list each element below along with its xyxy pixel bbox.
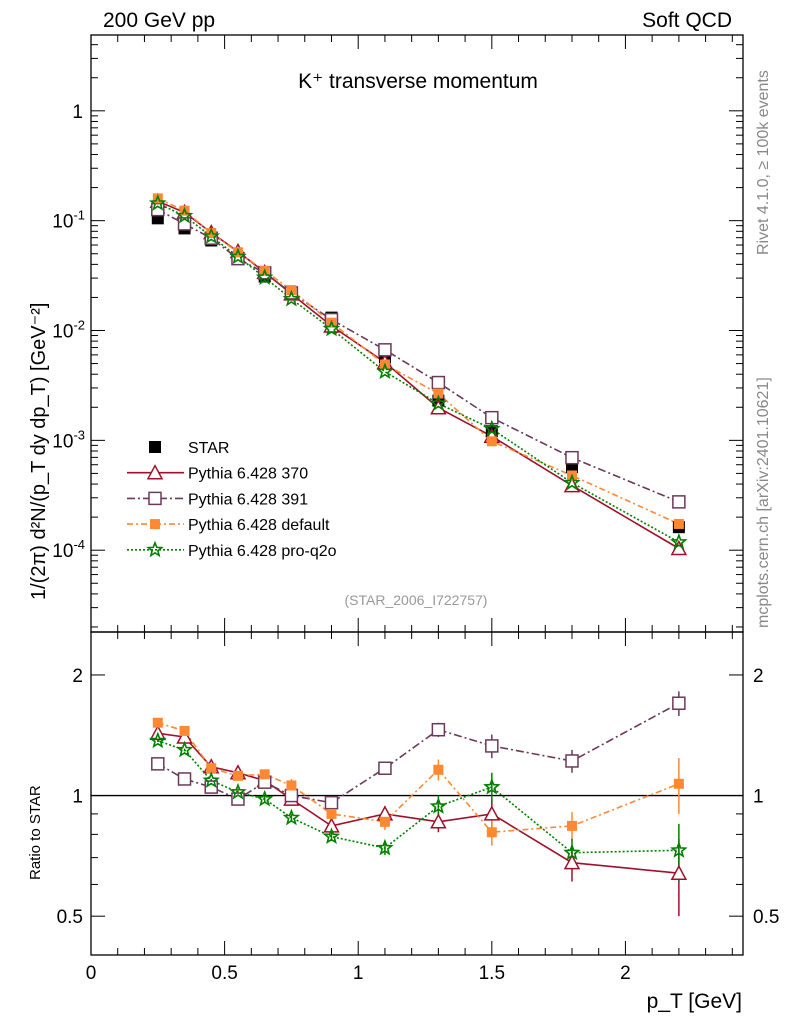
y-tick-label: 10-3 bbox=[52, 427, 85, 452]
ratio-y-tick-label: 0.5 bbox=[57, 907, 83, 928]
ratio-point-series-2 bbox=[566, 820, 577, 831]
x-tick-label: 1 bbox=[353, 963, 364, 984]
ratio-point-series-1 bbox=[485, 739, 499, 753]
y-tick-label: 10-2 bbox=[52, 318, 85, 343]
main-point-series-3 bbox=[563, 473, 581, 491]
y-axis-label: 1/(2π) d²N/(p_T dy dp_T) [GeV⁻²] bbox=[28, 303, 50, 600]
ratio-point-series-3 bbox=[229, 782, 247, 800]
ratio-y-tick-label: 2 bbox=[72, 666, 83, 687]
ratio-point-series-2 bbox=[433, 764, 444, 775]
ratio-point-series-1 bbox=[431, 722, 446, 737]
ratio-frame bbox=[90, 631, 744, 956]
legend-marker bbox=[150, 519, 160, 530]
legend-marker bbox=[146, 464, 164, 480]
ratio-point-series-0 bbox=[670, 864, 688, 880]
ratio-y-tick-label: 1 bbox=[72, 787, 83, 808]
main-point-series-1 bbox=[565, 450, 579, 465]
main-point-series-3 bbox=[175, 206, 194, 224]
ratio-line-series-3 bbox=[157, 740, 679, 854]
ratio-point-series-3 bbox=[255, 789, 274, 807]
ratio-point-series-1 bbox=[151, 757, 165, 771]
ratio-point-series-3 bbox=[563, 843, 581, 861]
ratio-point-series-2 bbox=[286, 780, 297, 791]
ratio-point-series-2 bbox=[326, 808, 337, 819]
mcplots-label: mcplots.cern.ch [arXiv:2401.10621] bbox=[755, 377, 772, 628]
main-point-series-3 bbox=[202, 227, 220, 244]
category-label: Soft QCD bbox=[642, 9, 732, 32]
ratio-point-series-0 bbox=[563, 854, 581, 870]
y-tick-label: 10-4 bbox=[52, 537, 85, 562]
main-point-series-2 bbox=[232, 247, 243, 258]
ratio-point-series-1 bbox=[672, 696, 686, 710]
analysis-label: (STAR_2006_I722757) bbox=[345, 592, 488, 608]
legend-label: Pythia 6.428 default bbox=[188, 517, 330, 534]
y-tick-label: 10-1 bbox=[52, 208, 85, 233]
ratio-point-series-1 bbox=[324, 795, 339, 810]
main-point-series-2 bbox=[206, 227, 217, 238]
ratio-point-series-3 bbox=[376, 838, 394, 856]
main-point-series-3 bbox=[148, 194, 167, 211]
main-point-series-3 bbox=[322, 319, 341, 337]
legend-marker bbox=[148, 491, 162, 506]
ratio-y-tick-label: 0.5 bbox=[753, 907, 779, 928]
ratio-point-series-1 bbox=[284, 788, 299, 803]
x-tick-label: 0 bbox=[86, 963, 97, 984]
main-point-series-3 bbox=[255, 268, 274, 286]
energy-label: 200 GeV pp bbox=[103, 9, 215, 32]
main-point-series-3 bbox=[483, 419, 501, 437]
legend-marker bbox=[149, 441, 161, 453]
chart-title: K⁺ transverse momentum bbox=[298, 70, 538, 93]
ratio-axis-label: Ratio to STAR bbox=[27, 785, 44, 880]
ratio-line-series-2 bbox=[157, 721, 680, 834]
ratio-point-series-3 bbox=[483, 777, 501, 795]
ratio-point-series-3 bbox=[175, 740, 194, 758]
main-point-series-1 bbox=[431, 375, 446, 390]
ratio-point-series-0 bbox=[430, 813, 447, 829]
legend-label: Pythia 6.428 391 bbox=[188, 491, 308, 508]
ratio-point-series-3 bbox=[322, 827, 341, 844]
x-tick-label: 2 bbox=[620, 963, 631, 984]
ratio-point-series-2 bbox=[152, 717, 163, 728]
ratio-point-series-2 bbox=[179, 725, 190, 736]
ratio-point-series-2 bbox=[379, 816, 390, 827]
ratio-line-series-1 bbox=[157, 702, 680, 804]
x-tick-label: 1.5 bbox=[479, 963, 505, 984]
legend-marker bbox=[146, 540, 164, 558]
ratio-point-series-2 bbox=[232, 770, 243, 781]
ratio-point-series-1 bbox=[565, 754, 579, 768]
main-point-series-3 bbox=[429, 394, 448, 411]
ratio-point-series-3 bbox=[282, 808, 301, 826]
ratio-point-series-0 bbox=[323, 817, 340, 833]
main-point-series-3 bbox=[282, 289, 301, 307]
ratio-point-series-1 bbox=[378, 761, 392, 775]
main-point-series-3 bbox=[670, 532, 688, 550]
main-point-series-2 bbox=[433, 388, 444, 399]
ratio-y-tick-label: 1 bbox=[753, 787, 764, 808]
ratio-point-series-2 bbox=[259, 769, 270, 780]
legend-label: STAR bbox=[188, 440, 229, 457]
ratio-point-series-3 bbox=[670, 841, 688, 858]
ratio-point-series-2 bbox=[486, 827, 497, 838]
ratio-point-series-3 bbox=[148, 731, 167, 749]
ratio-point-series-3 bbox=[429, 797, 448, 814]
legend-label: Pythia 6.428 pro-q2o bbox=[188, 543, 337, 560]
ratio-point-series-1 bbox=[177, 772, 192, 786]
main-point-series-3 bbox=[376, 362, 394, 380]
main-point-series-3 bbox=[229, 247, 247, 265]
x-axis-label: p_T [GeV] bbox=[647, 990, 742, 1013]
x-tick-label: 0.5 bbox=[211, 963, 237, 984]
main-point-series-1 bbox=[378, 343, 392, 357]
y-tick-label: 1 bbox=[72, 102, 83, 123]
ratio-point-series-2 bbox=[673, 778, 684, 789]
main-point-series-1 bbox=[672, 495, 686, 509]
main-point-series-2 bbox=[673, 518, 684, 529]
main-point-series-2 bbox=[486, 436, 497, 447]
ratio-point-series-2 bbox=[206, 763, 217, 774]
ratio-point-series-3 bbox=[202, 771, 220, 788]
ratio-point-series-0 bbox=[483, 805, 501, 821]
ratio-y-tick-label: 2 bbox=[753, 666, 764, 687]
rivet-label: Rivet 4.1.0, ≥ 100k events bbox=[755, 70, 772, 255]
legend-label: Pythia 6.428 370 bbox=[188, 466, 308, 483]
